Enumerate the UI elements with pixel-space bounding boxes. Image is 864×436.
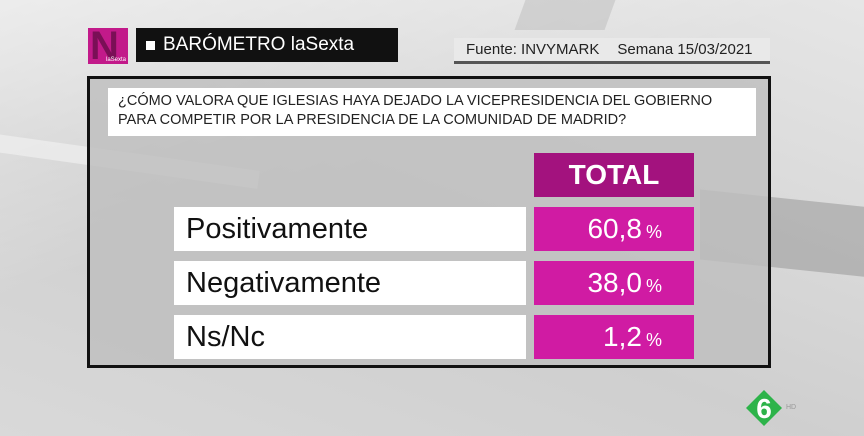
week-text: Semana 15/03/2021: [617, 41, 753, 58]
row-label-positivamente: Positivamente: [174, 207, 526, 251]
square-bullet-icon: [146, 40, 155, 50]
source-text: Fuente: INVYMARK: [466, 41, 600, 58]
lasexta-n-logo: N laSexta: [88, 24, 128, 68]
barometro-title: BARÓMETRO laSexta: [136, 28, 398, 62]
percent-sign: %: [645, 275, 662, 296]
svg-text:6: 6: [756, 393, 772, 424]
value-number: 60,8: [587, 213, 642, 244]
percent-sign: %: [645, 329, 662, 350]
row-label-negativamente: Negativamente: [174, 261, 526, 305]
row-value-nsnc: 1,2%: [534, 315, 694, 359]
logo-letter: N: [90, 24, 119, 68]
value-number: 38,0: [587, 267, 642, 298]
source-bar: Fuente: INVYMARK Semana 15/03/2021: [454, 38, 770, 64]
logo-small-text: laSexta: [105, 57, 126, 63]
row-label-nsnc: Ns/Nc: [174, 315, 526, 359]
question-text: ¿CÓMO VALORA QUE IGLESIAS HAYA DEJADO LA…: [108, 88, 756, 136]
lasexta-6-logo-icon: 6: [746, 390, 782, 426]
column-header-total: TOTAL: [534, 153, 694, 197]
row-value-negativamente: 38,0%: [534, 261, 694, 305]
background-block-top: [514, 0, 616, 30]
percent-sign: %: [645, 221, 662, 242]
row-value-positivamente: 60,8%: [534, 207, 694, 251]
hd-label: HD: [786, 404, 797, 411]
title-text: BARÓMETRO laSexta: [163, 34, 355, 55]
value-number: 1,2: [603, 321, 642, 352]
results-panel: ¿CÓMO VALORA QUE IGLESIAS HAYA DEJADO LA…: [87, 76, 771, 368]
